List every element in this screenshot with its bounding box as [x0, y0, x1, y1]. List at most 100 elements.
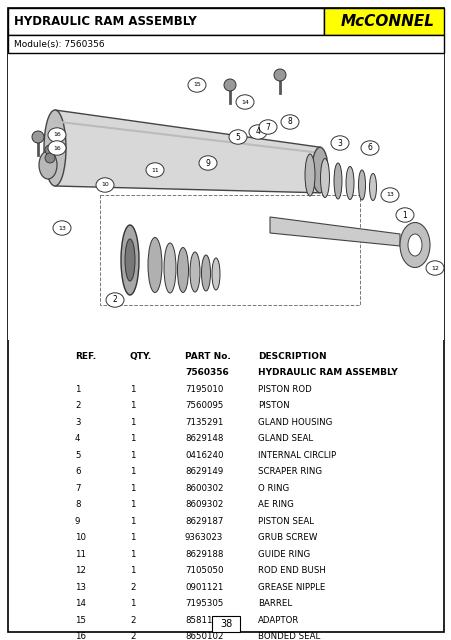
Text: 7560356: 7560356 — [184, 368, 228, 377]
Text: HYDRAULIC RAM ASSEMBLY: HYDRAULIC RAM ASSEMBLY — [258, 368, 397, 377]
Ellipse shape — [125, 239, 135, 281]
Ellipse shape — [229, 130, 246, 144]
Text: 1: 1 — [130, 599, 135, 608]
Text: 13: 13 — [75, 583, 86, 592]
Text: 13: 13 — [385, 193, 393, 198]
Text: 1: 1 — [130, 550, 135, 559]
Polygon shape — [55, 110, 319, 193]
Ellipse shape — [368, 173, 376, 200]
Bar — [8, 8, 323, 35]
Text: 2: 2 — [130, 583, 135, 592]
Text: 14: 14 — [240, 99, 249, 104]
Text: 9: 9 — [205, 159, 210, 168]
Text: 16: 16 — [53, 145, 61, 150]
Ellipse shape — [399, 223, 429, 268]
Text: 1: 1 — [402, 211, 406, 220]
Text: 2: 2 — [130, 632, 135, 640]
Text: 15: 15 — [193, 83, 200, 88]
Text: GLAND SEAL: GLAND SEAL — [258, 435, 313, 444]
Text: McCONNEL: McCONNEL — [340, 14, 434, 29]
Text: REF.: REF. — [75, 352, 96, 361]
Text: 8629188: 8629188 — [184, 550, 223, 559]
Text: 13: 13 — [58, 225, 66, 230]
Text: INTERNAL CIRCLIP: INTERNAL CIRCLIP — [258, 451, 336, 460]
Text: 7: 7 — [75, 484, 80, 493]
Text: SCRAPER RING: SCRAPER RING — [258, 467, 322, 476]
Ellipse shape — [106, 292, 124, 307]
Text: PISTON: PISTON — [258, 401, 289, 410]
Bar — [323, 8, 443, 35]
Ellipse shape — [44, 110, 66, 186]
Text: 15: 15 — [75, 616, 86, 625]
Bar — [100, 195, 359, 305]
Text: 8650102: 8650102 — [184, 632, 223, 640]
Text: 16: 16 — [53, 132, 61, 138]
Ellipse shape — [320, 159, 329, 198]
Text: 6: 6 — [75, 467, 80, 476]
Text: 1: 1 — [130, 385, 135, 394]
Ellipse shape — [48, 141, 66, 155]
Ellipse shape — [39, 151, 57, 179]
Text: 7: 7 — [265, 122, 270, 131]
Ellipse shape — [360, 141, 378, 155]
Text: 2: 2 — [130, 616, 135, 625]
Text: 1: 1 — [75, 385, 80, 394]
Text: 10: 10 — [101, 182, 109, 188]
Text: 7105050: 7105050 — [184, 566, 223, 575]
Text: ADAPTOR: ADAPTOR — [258, 616, 299, 625]
Ellipse shape — [48, 128, 66, 142]
Bar — [212, 616, 239, 632]
Text: BARREL: BARREL — [258, 599, 291, 608]
Ellipse shape — [258, 120, 276, 134]
Text: 1: 1 — [130, 401, 135, 410]
Text: 1: 1 — [130, 500, 135, 509]
Ellipse shape — [45, 145, 55, 155]
Text: QTY.: QTY. — [130, 352, 152, 361]
Bar — [8, 35, 443, 53]
Text: 9363023: 9363023 — [184, 533, 223, 542]
Ellipse shape — [212, 258, 220, 290]
Text: 4: 4 — [255, 127, 260, 136]
Ellipse shape — [121, 225, 139, 295]
Bar — [8, 53, 443, 340]
Text: 3: 3 — [337, 138, 342, 147]
Text: 1: 1 — [130, 451, 135, 460]
Ellipse shape — [53, 221, 71, 235]
Text: 1: 1 — [130, 418, 135, 427]
Text: AE RING: AE RING — [258, 500, 293, 509]
Text: 12: 12 — [75, 566, 86, 575]
Ellipse shape — [273, 69, 285, 81]
Text: 7195305: 7195305 — [184, 599, 223, 608]
Text: ROD END BUSH: ROD END BUSH — [258, 566, 325, 575]
Text: GLAND HOUSING: GLAND HOUSING — [258, 418, 331, 427]
Text: GRUB SCREW: GRUB SCREW — [258, 533, 317, 542]
Ellipse shape — [425, 260, 443, 275]
Ellipse shape — [380, 188, 398, 202]
Ellipse shape — [333, 163, 341, 199]
Ellipse shape — [146, 163, 164, 177]
Ellipse shape — [235, 95, 253, 109]
Text: 1: 1 — [130, 533, 135, 542]
Text: 8581169: 8581169 — [184, 616, 223, 625]
Text: PISTON SEAL: PISTON SEAL — [258, 516, 313, 525]
Ellipse shape — [330, 136, 348, 150]
Ellipse shape — [304, 154, 314, 196]
Text: 1: 1 — [130, 484, 135, 493]
Text: BONDED SEAL: BONDED SEAL — [258, 632, 320, 640]
Ellipse shape — [201, 255, 210, 291]
Text: PART No.: PART No. — [184, 352, 230, 361]
Text: DESCRIPTION: DESCRIPTION — [258, 352, 326, 361]
Text: 7560095: 7560095 — [184, 401, 223, 410]
Text: 8: 8 — [75, 500, 80, 509]
Text: 10: 10 — [75, 533, 86, 542]
Text: 8600302: 8600302 — [184, 484, 223, 493]
Text: 4: 4 — [75, 435, 80, 444]
Text: 11: 11 — [151, 168, 158, 173]
Text: 7135291: 7135291 — [184, 418, 223, 427]
Text: O RING: O RING — [258, 484, 289, 493]
Text: HYDRAULIC RAM ASSEMBLY: HYDRAULIC RAM ASSEMBLY — [14, 15, 196, 28]
Ellipse shape — [311, 147, 327, 193]
Ellipse shape — [188, 78, 206, 92]
Text: 8: 8 — [287, 118, 292, 127]
Text: PISTON ROD: PISTON ROD — [258, 385, 311, 394]
